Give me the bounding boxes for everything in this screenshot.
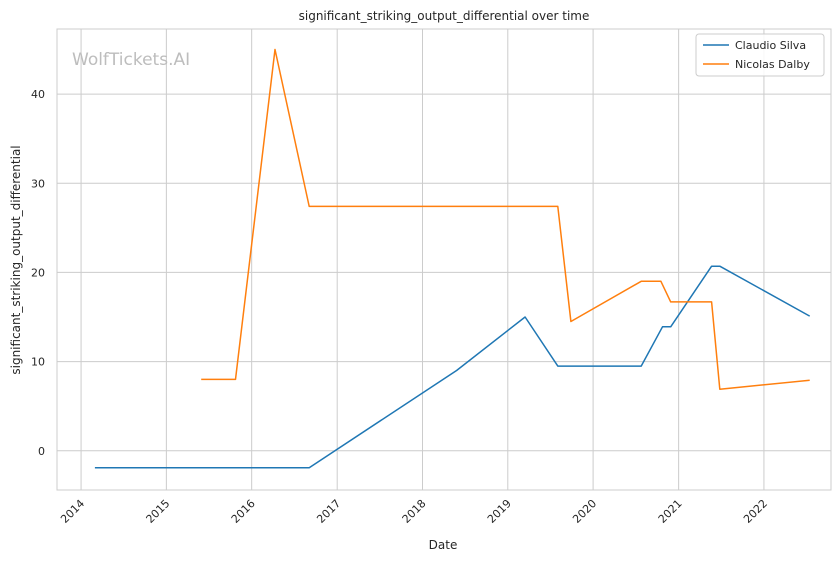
series-line-nicolas-dalby (201, 48, 810, 390)
legend-label-nicolas-dalby: Nicolas Dalby (735, 58, 810, 71)
watermark: WolfTickets.AI (72, 50, 190, 70)
x-axis-title: Date (429, 538, 458, 552)
x-tick-label: 2018 (400, 497, 429, 526)
grid-lines (57, 29, 831, 490)
x-tick-label: 2020 (570, 497, 599, 526)
x-tick-label: 2022 (741, 497, 770, 526)
x-tick-label: 2017 (314, 497, 343, 526)
x-tick-label: 2016 (229, 497, 258, 526)
x-tick-label: 2019 (485, 497, 514, 526)
x-tick-label: 2014 (58, 497, 87, 526)
y-tick-label: 20 (31, 266, 45, 279)
series-line-claudio-silva (94, 265, 811, 469)
plot-frame (56, 28, 832, 491)
legend: Claudio Silva Nicolas Dalby (695, 33, 825, 77)
x-axis-ticks: 2014 2015 2016 2017 2018 2019 2020 2021 2022 (58, 497, 770, 526)
y-tick-label: 30 (31, 177, 45, 190)
x-tick-label: 2015 (143, 497, 172, 526)
x-tick-label: 2021 (656, 497, 685, 526)
y-axis-title: significant_striking_output_differential (9, 145, 23, 374)
series-lines (94, 48, 811, 469)
y-tick-label: 0 (38, 445, 45, 458)
y-axis-ticks: 0 10 20 30 40 (31, 88, 45, 458)
y-tick-label: 40 (31, 88, 45, 101)
chart-title: significant_striking_output_differential… (299, 9, 590, 23)
plot-area (57, 29, 831, 490)
y-tick-label: 10 (31, 356, 45, 369)
legend-label-claudio-silva: Claudio Silva (735, 39, 806, 52)
